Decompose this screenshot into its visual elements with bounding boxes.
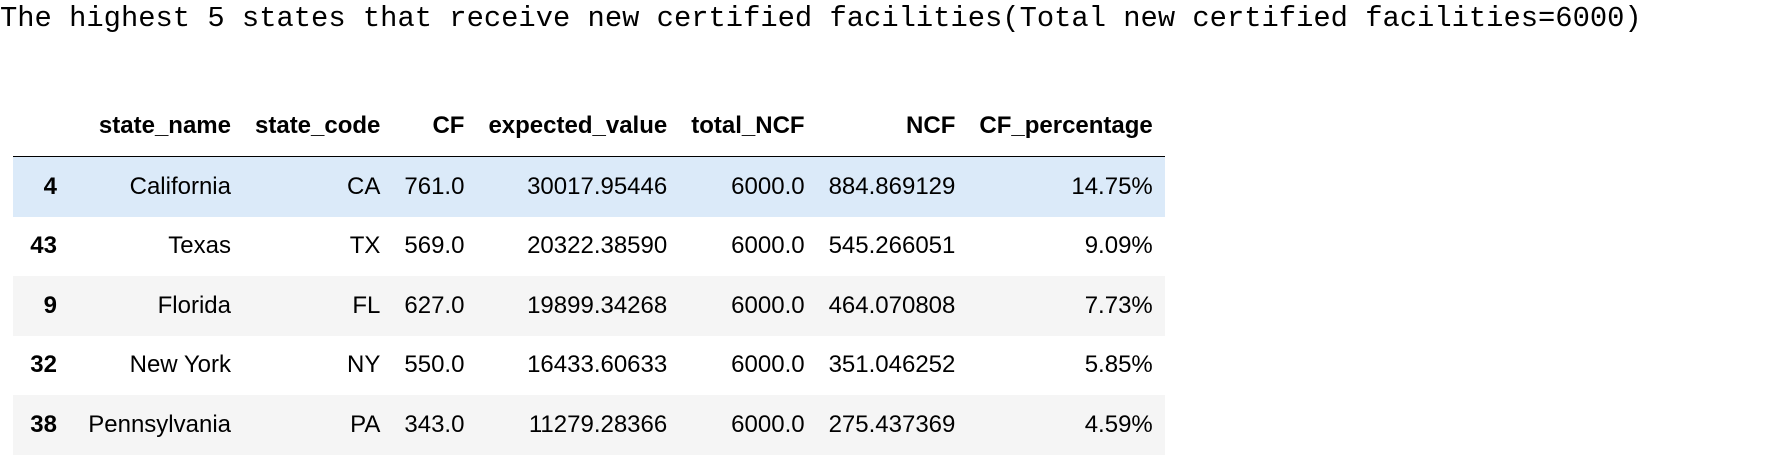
cell-ncf: 351.046252	[828, 351, 956, 379]
table-header: state_name state_code CF expected_value …	[13, 96, 1165, 157]
cell-ncf: 464.070808	[828, 291, 956, 319]
cell-total-ncf: 6000.0	[731, 351, 805, 379]
row-index: 32	[30, 351, 57, 379]
cell-expected-value: 11279.28366	[528, 410, 668, 438]
row-index: 38	[30, 410, 57, 438]
row-index: 43	[30, 232, 57, 260]
cell-expected-value: 20322.38590	[527, 232, 668, 260]
cell-expected-value: 16433.60633	[527, 351, 668, 379]
table-row: 4 California CA 761.0 30017.95446 6000.0…	[13, 156, 1165, 217]
header-row: state_name state_code CF expected_value …	[13, 96, 1165, 157]
cell-total-ncf: 6000.0	[731, 291, 805, 319]
cell-state-name: Texas	[168, 232, 231, 260]
cell-cf: 569.0	[404, 232, 465, 260]
table-row: 43 Texas TX 569.0 20322.38590 6000.0 545…	[13, 216, 1165, 276]
cell-ncf: 884.869129	[828, 172, 956, 200]
table-body: 4 California CA 761.0 30017.95446 6000.0…	[13, 156, 1165, 455]
cell-total-ncf: 6000.0	[731, 232, 805, 260]
cell-state-code: NY	[347, 351, 381, 379]
header-expected-value: expected_value	[476, 96, 680, 157]
cell-total-ncf: 6000.0	[731, 172, 805, 200]
cell-state-name: New York	[129, 351, 231, 379]
header-cf: CF	[392, 96, 477, 157]
output-title: The highest 5 states that receive new ce…	[0, 2, 1642, 35]
cell-state-name: California	[129, 172, 231, 200]
cell-state-code: FL	[352, 291, 381, 319]
header-state-name: state_name	[69, 96, 243, 157]
cell-ncf: 275.437369	[828, 410, 956, 438]
cell-state-name: Pennsylvania	[88, 410, 231, 438]
cell-expected-value: 19899.34268	[527, 291, 668, 319]
dataframe-table: state_name state_code CF expected_value …	[13, 96, 1165, 455]
header-ncf: NCF	[816, 96, 968, 157]
table-row: 32 New York NY 550.0 16433.60633 6000.0 …	[13, 335, 1165, 395]
cell-cf: 761.0	[404, 172, 465, 200]
cell-state-code: TX	[349, 232, 381, 260]
cell-cf: 343.0	[404, 410, 465, 438]
header-index	[13, 96, 69, 157]
header-cf-percentage: CF_percentage	[967, 96, 1165, 157]
cell-state-code: PA	[350, 410, 381, 438]
cell-cf-percentage: 5.85%	[1084, 351, 1153, 379]
cell-cf-percentage: 14.75%	[1071, 172, 1153, 200]
cell-state-name: Florida	[157, 291, 231, 319]
table-row: 38 Pennsylvania PA 343.0 11279.28366 600…	[13, 395, 1165, 455]
cell-cf-percentage: 7.73%	[1084, 291, 1153, 319]
cell-state-code: CA	[347, 172, 381, 200]
row-index: 9	[43, 291, 57, 319]
header-state-code: state_code	[243, 96, 393, 157]
cell-ncf: 545.266051	[828, 232, 956, 260]
table-row: 9 Florida FL 627.0 19899.34268 6000.0 46…	[13, 276, 1165, 336]
cell-cf-percentage: 4.59%	[1084, 410, 1153, 438]
row-index: 4	[43, 172, 57, 200]
cell-total-ncf: 6000.0	[731, 410, 805, 438]
cell-cf: 550.0	[404, 351, 465, 379]
cell-cf-percentage: 9.09%	[1084, 232, 1153, 260]
header-total-ncf: total_NCF	[679, 96, 817, 157]
cell-expected-value: 30017.95446	[527, 172, 668, 200]
cell-cf: 627.0	[404, 291, 465, 319]
